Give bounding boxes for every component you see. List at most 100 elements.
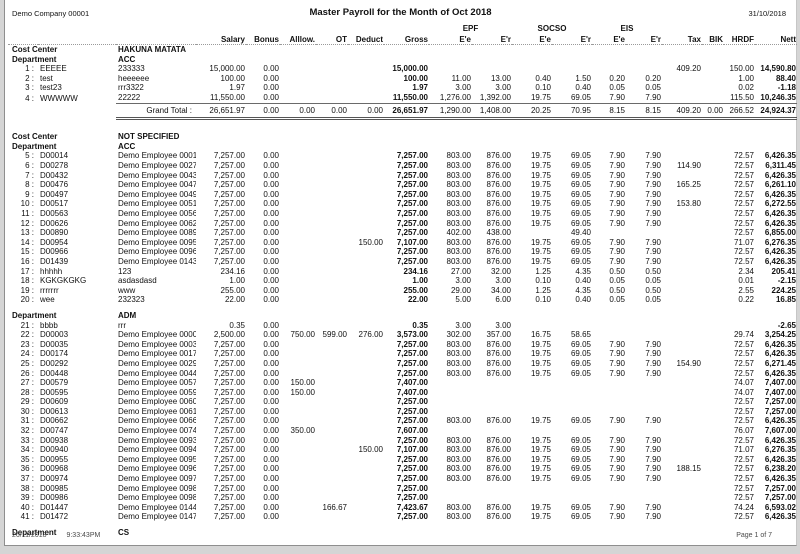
cell-eis-employee (592, 426, 626, 436)
cell-epf-employee: 803.00 (446, 151, 471, 161)
cell-nett: 6,426.35 (764, 189, 796, 199)
cell-epf-employee: 803.00 (446, 454, 471, 464)
section-value: ACC (118, 141, 136, 151)
cell-employee-name: Demo Employee 00938 (118, 435, 196, 445)
cell-nett: 205.41 (771, 266, 796, 276)
cell-tax (662, 349, 702, 359)
cell-allowance (280, 455, 316, 465)
cell-epf-employee (429, 407, 472, 417)
cell-eis-employer: 7.90 (645, 368, 661, 378)
cell-employee-name: Demo Employee 00968 (118, 464, 196, 474)
cell-row-number: 6 : (25, 161, 34, 171)
cell-bonus: 0.00 (263, 464, 279, 474)
cell-eis-employee: 7.90 (609, 247, 625, 257)
department-row: Department ADM (8, 305, 797, 321)
cell-row-number: 29 : (20, 397, 34, 407)
report-date: 31/10/2018 (748, 9, 786, 18)
cell-hrdf: 72.57 (733, 218, 754, 228)
cell-bonus: 0.00 (263, 151, 279, 161)
cell-employee-name: Demo Employee 00985 (118, 483, 196, 493)
cell-epf-employer: 876.00 (486, 454, 511, 464)
cell-bonus: 0.00 (263, 502, 279, 512)
employee-row: 13 : D00890 Demo Employee 00890 7,257.00 0.0… (8, 228, 797, 238)
cell-hrdf: 72.57 (733, 170, 754, 180)
cell-eis-employee: 7.90 (609, 170, 625, 180)
cell-tax (662, 493, 702, 503)
cell-hrdf: 150.00 (729, 64, 754, 74)
cell-tax (662, 474, 702, 484)
cell-row-number: 35 : (20, 454, 34, 464)
cell-bik (702, 93, 724, 103)
cell-bonus: 0.00 (263, 358, 279, 368)
cell-epf-employer: 876.00 (486, 189, 511, 199)
cell-employee-name: Demo Employee 01447 (118, 502, 196, 512)
cell-eis-employee: 7.90 (609, 218, 625, 228)
cell-epf-employer: 876.00 (486, 180, 511, 190)
cell-socso-employee: 19.75 (530, 209, 551, 218)
cell-bik (702, 426, 724, 436)
cell-socso-employer: 70.95 (552, 102, 592, 121)
cell-hrdf: 115.50 (730, 93, 754, 103)
cell-bik (702, 267, 724, 277)
cell-eis-employer: 7.90 (645, 474, 661, 484)
cell-nett: 224.25 (771, 285, 796, 295)
cell-eis-employer: 7.90 (645, 180, 661, 190)
cell-socso-employer: 69.05 (570, 339, 591, 349)
cell-employee-code: D00579 (40, 378, 69, 388)
cell-salary: 7,257.00 (213, 189, 245, 199)
employee-row: 39 : D00986 Demo Employee 00986 7,257.00 0.0… (8, 493, 797, 503)
cell-epf-employer: 3.00 (495, 276, 511, 286)
cell-ot (316, 321, 348, 331)
cell-epf-employee (429, 484, 472, 494)
cell-nett: 6,426.35 (764, 247, 796, 257)
employee-row: 24 : D00174 Demo Employee 00174 7,257.00 0.0… (8, 349, 797, 359)
cell-employee-name: rrr3322 (118, 83, 144, 93)
cell-epf-employee (429, 378, 472, 388)
cell-tax: 153.80 (676, 199, 701, 209)
cell-gross: 7,257.00 (396, 464, 428, 474)
cell-eis-employer: 0.05 (645, 295, 661, 305)
cell-employee-name: Demo Employee 00014 (118, 151, 196, 161)
cell-allowance (280, 180, 316, 190)
cell-salary: 100.00 (220, 73, 245, 83)
employee-row: 28 : D00595 Demo Employee 00595 7,257.00 0.0… (8, 388, 797, 398)
cell-epf-employee: 5.00 (455, 295, 471, 305)
cell-tax: 114.90 (677, 161, 701, 171)
cell-socso-employee: 0.10 (535, 83, 551, 93)
cell-eis-employer (626, 388, 662, 398)
cell-salary: 7,257.00 (213, 161, 245, 171)
cell-hrdf: 1.00 (738, 73, 754, 83)
cell-eis-employer: 0.50 (645, 266, 661, 276)
cell-allowance: 0.00 (280, 102, 316, 121)
cell-tax: 409.20 (662, 102, 702, 121)
cell-hrdf: 76.07 (733, 426, 754, 436)
cell-salary: 234.16 (220, 266, 245, 276)
cell-employee-name: Demo Employee 00940 (118, 445, 196, 455)
cell-eis-employee: 0.50 (609, 285, 625, 295)
cell-nett: 88.40 (775, 73, 796, 83)
cell-epf-employee: 803.00 (446, 512, 471, 522)
cell-nett: -2.65 (777, 320, 796, 330)
cell-epf-employee: 803.00 (446, 474, 471, 484)
cell-allowance (280, 267, 316, 277)
cell-gross: 7,257.00 (396, 454, 428, 464)
cell-row-number: 25 : (20, 358, 34, 368)
cell-employee-code: D00517 (40, 199, 69, 209)
cell-hrdf: 72.57 (733, 199, 754, 209)
cell-employee-code: rrrrrrr (40, 285, 59, 295)
cell-salary: 7,257.00 (213, 218, 245, 228)
cell-row-number: 23 : (20, 339, 34, 349)
cell-row-number: 1 : (25, 64, 34, 74)
cell-salary: 7,257.00 (213, 228, 245, 238)
cell-deduct (348, 151, 384, 161)
cell-eis-employer: 7.90 (645, 170, 661, 180)
cell-eis-employer: 7.90 (645, 199, 661, 209)
cell-tax (662, 267, 702, 277)
cell-nett: 3,254.25 (764, 330, 796, 340)
cell-ot (316, 267, 348, 277)
cell-socso-employee (512, 64, 552, 74)
cell-eis-employee: 7.90 (609, 502, 625, 512)
cell-bik (702, 349, 724, 359)
cell-row-number: 34 : (20, 445, 34, 455)
col-header-epf-employer: E'r (472, 33, 512, 46)
